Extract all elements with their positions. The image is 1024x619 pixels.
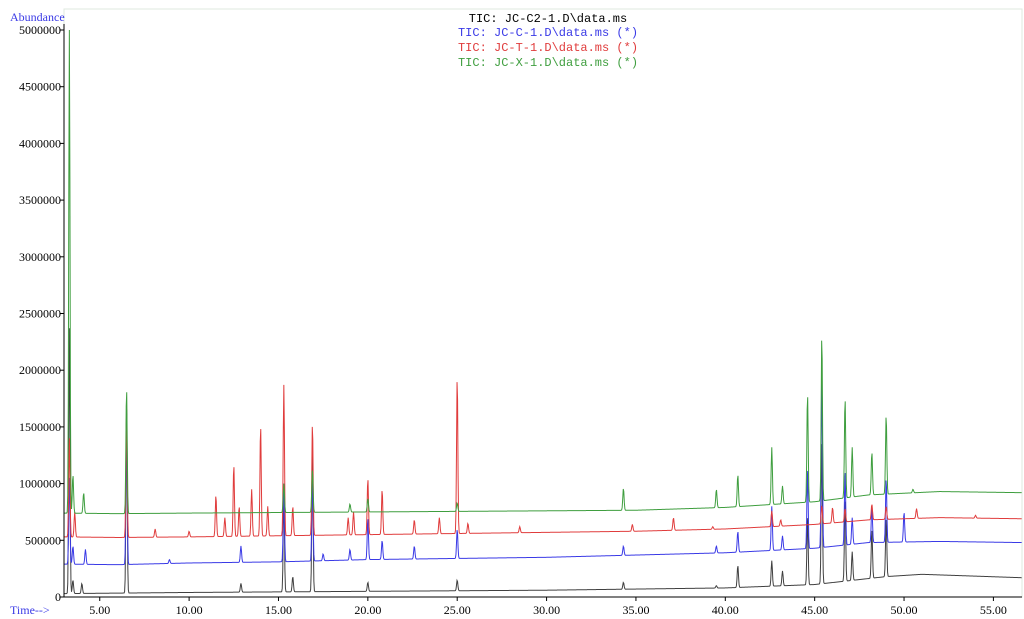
series-line-4 <box>63 29 1022 515</box>
series-line-1 <box>63 328 1022 595</box>
y-tick-label: 4500000 <box>19 80 61 94</box>
legend-series-1: TIC: JC-C2-1.D\data.ms <box>469 12 627 26</box>
y-tick-label: 4000000 <box>19 136 61 150</box>
y-tick-label: 1500000 <box>19 420 61 434</box>
x-tick-label: 45.00 <box>801 603 828 617</box>
x-axis-ticks: 5.00 10.00 15.00 20.00 25.00 30.00 35.00 40.00 4… <box>89 597 1007 617</box>
plot-frame <box>63 8 1023 598</box>
x-tick-label: 5.00 <box>89 603 110 617</box>
y-axis-ticks: 0 500000 1000000 1500000 2000000 2500000 30000… <box>19 23 64 604</box>
plot-area <box>63 8 1023 598</box>
x-tick-label: 55.00 <box>980 603 1007 617</box>
series-line-3 <box>64 382 1022 538</box>
x-tick-label: 35.00 <box>622 603 649 617</box>
x-tick-label: 15.00 <box>265 603 292 617</box>
x-tick-label: 25.00 <box>444 603 471 617</box>
x-axis-title: Time--> <box>10 603 50 617</box>
y-tick-label: 0 <box>55 590 61 604</box>
y-tick-label: 5000000 <box>19 23 61 37</box>
x-tick-label: 10.00 <box>176 603 203 617</box>
y-axis-title: Abundance <box>10 10 65 24</box>
legend: TIC: JC-C2-1.D\data.ms TIC: JC-C-1.D\dat… <box>458 12 638 70</box>
y-tick-label: 500000 <box>25 533 61 547</box>
legend-series-3: TIC: JC-T-1.D\data.ms (*) <box>458 41 638 55</box>
y-tick-label: 2500000 <box>19 307 61 321</box>
y-tick-label: 3500000 <box>19 193 61 207</box>
legend-series-4: TIC: JC-X-1.D\data.ms (*) <box>458 56 638 70</box>
y-tick-label: 3000000 <box>19 250 61 264</box>
x-tick-label: 50.00 <box>891 603 918 617</box>
y-tick-label: 1000000 <box>19 477 61 491</box>
x-tick-label: 30.00 <box>533 603 560 617</box>
series-line-2 <box>63 381 1022 566</box>
y-tick-label: 2000000 <box>19 363 61 377</box>
legend-series-2: TIC: JC-C-1.D\data.ms (*) <box>458 26 638 40</box>
x-tick-label: 20.00 <box>354 603 381 617</box>
series-group <box>63 29 1022 595</box>
x-tick-label: 40.00 <box>712 603 739 617</box>
